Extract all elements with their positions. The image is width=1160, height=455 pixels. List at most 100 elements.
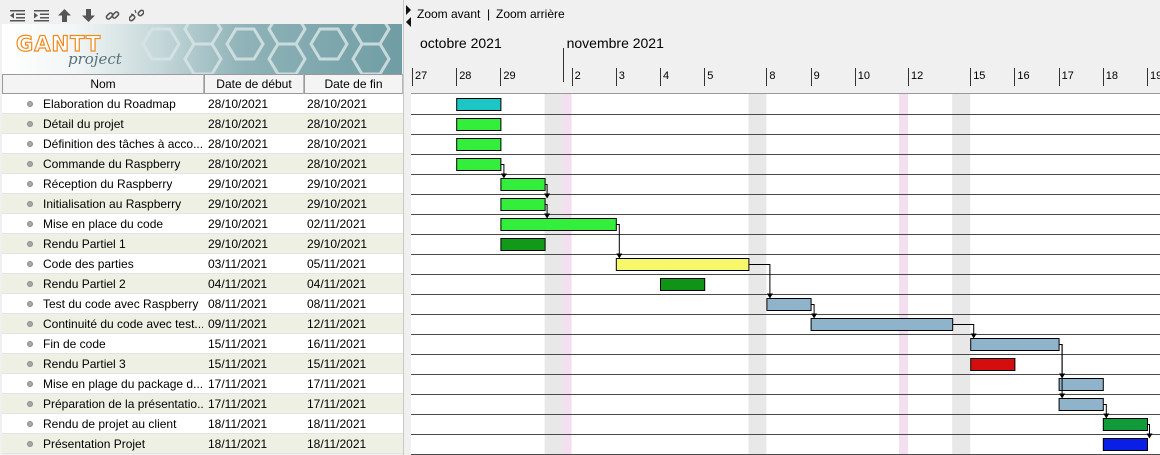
task-bar[interactable] xyxy=(456,158,502,171)
column-header-end-date[interactable]: Date de fin xyxy=(304,74,403,94)
task-name-cell: Définition des tâches à acco... xyxy=(43,137,203,151)
task-bullet-icon xyxy=(27,421,33,427)
outdent-icon[interactable] xyxy=(8,6,26,24)
task-row[interactable]: Test du code avec Raspberry 08/11/2021 08/… xyxy=(2,294,403,314)
dependency-line xyxy=(500,164,505,177)
task-row[interactable]: Rendu Partiel 1 29/10/2021 29/10/2021 xyxy=(2,234,403,254)
task-bar[interactable] xyxy=(1058,398,1104,411)
column-header-start-date[interactable]: Date de début xyxy=(204,74,304,94)
task-row[interactable]: Mise en plage du package d... 17/11/2021 1… xyxy=(2,374,403,394)
gantt-chart-panel: Zoom avant | Zoom arrière octobre 2021 no… xyxy=(411,0,1160,455)
dependency-arrowhead xyxy=(544,213,551,219)
move-up-icon[interactable] xyxy=(55,6,73,24)
task-row[interactable]: Fin de code 15/11/2021 16/11/2021 xyxy=(2,334,403,354)
logo-main-text: GANTT xyxy=(15,31,102,56)
task-bar[interactable] xyxy=(810,318,954,331)
zoom-in-link[interactable]: Zoom avant xyxy=(417,7,481,21)
task-row[interactable]: Présentation Projet 18/11/2021 18/11/2021 xyxy=(2,434,403,454)
day-label: 3 xyxy=(618,70,625,82)
dependency-line xyxy=(1103,404,1107,417)
day-tick xyxy=(908,68,909,86)
task-start-date-cell: 29/10/2021 xyxy=(208,197,269,211)
task-start-date-cell: 09/11/2021 xyxy=(208,317,268,331)
task-start-date-cell: 29/10/2021 xyxy=(208,217,269,231)
task-row[interactable]: Initialisation au Raspberry 29/10/2021 29/… xyxy=(2,194,403,214)
task-row[interactable]: Rendu Partiel 2 04/11/2021 04/11/2021 xyxy=(2,274,403,294)
task-end-date-cell: 29/10/2021 xyxy=(307,197,368,211)
link-icon[interactable] xyxy=(103,6,121,24)
task-bar[interactable] xyxy=(1102,418,1148,431)
expand-right-arrow-icon[interactable] xyxy=(406,5,411,15)
task-row[interactable]: Définition des tâches à acco... 28/10/202… xyxy=(2,134,403,154)
month-label: octobre 2021 xyxy=(420,35,502,51)
dependency-arrowhead xyxy=(1103,413,1110,419)
day-label: 2 xyxy=(574,70,581,82)
task-row[interactable]: Préparation de la présentatio... 17/11/20… xyxy=(2,394,403,414)
dependency-arrowhead xyxy=(500,173,507,179)
task-end-date-cell: 29/10/2021 xyxy=(307,237,368,251)
unlink-icon[interactable] xyxy=(127,6,145,24)
dependency-arrowhead xyxy=(1059,393,1066,399)
task-bar[interactable] xyxy=(500,178,546,191)
tree-toolbar xyxy=(0,0,403,28)
task-row[interactable]: Mise en place du code 29/10/2021 02/11/202… xyxy=(2,214,403,234)
task-bullet-icon xyxy=(27,281,33,287)
day-tick xyxy=(500,68,502,86)
task-tree-panel: GANTT project Nom Date de début Date de … xyxy=(0,0,403,455)
task-row[interactable]: Elaboration du Roadmap 28/10/2021 28/10/20… xyxy=(2,94,403,114)
day-label: 17 xyxy=(1061,70,1074,82)
task-name-cell: Réception du Raspberry xyxy=(43,177,173,191)
gantt-banner: GANTT project xyxy=(2,24,402,74)
task-bullet-icon xyxy=(27,341,33,347)
day-tick xyxy=(1102,68,1104,86)
task-row[interactable]: Rendu Partiel 3 15/11/2021 15/11/2021 xyxy=(2,354,403,374)
task-row[interactable]: Commande du Raspberry 28/10/2021 28/10/202… xyxy=(2,154,403,174)
task-end-date-cell: 12/11/2021 xyxy=(307,317,367,331)
gantt-chart-area[interactable] xyxy=(411,94,1160,455)
task-row[interactable]: Rendu de projet au client 18/11/2021 18/11… xyxy=(2,414,403,434)
day-tick xyxy=(810,68,812,86)
task-bar[interactable] xyxy=(1058,378,1104,391)
task-bar[interactable] xyxy=(456,98,502,111)
dependency-arrowhead xyxy=(811,313,818,319)
task-name-cell: Rendu Partiel 1 xyxy=(43,237,126,251)
task-bar[interactable] xyxy=(456,138,502,151)
task-bar[interactable] xyxy=(500,218,617,231)
task-start-date-cell: 18/11/2021 xyxy=(208,417,268,431)
task-row[interactable]: Détail du projet 28/10/2021 28/10/2021 xyxy=(2,114,403,134)
dependency-arrowhead xyxy=(1146,433,1153,439)
task-name-cell: Mise en place du code xyxy=(43,217,164,231)
day-tick xyxy=(970,68,972,86)
task-name-cell: Mise en plage du package d... xyxy=(43,377,203,391)
dependency-line xyxy=(545,184,548,197)
task-bar[interactable] xyxy=(500,198,546,211)
task-end-date-cell: 28/10/2021 xyxy=(307,97,368,111)
indent-icon[interactable] xyxy=(32,6,50,24)
zoom-out-link[interactable]: Zoom arrière xyxy=(496,7,565,21)
task-bar[interactable] xyxy=(615,258,750,271)
column-header-name[interactable]: Nom xyxy=(2,74,204,94)
task-bar[interactable] xyxy=(660,278,706,291)
task-row[interactable]: Réception du Raspberry 29/10/2021 29/10/20… xyxy=(2,174,403,194)
day-tick xyxy=(660,68,661,86)
day-tick xyxy=(615,68,617,86)
split-divider[interactable] xyxy=(403,0,411,455)
expand-left-arrow-icon[interactable] xyxy=(406,17,411,27)
move-down-icon[interactable] xyxy=(79,6,97,24)
task-row[interactable]: Continuité du code avec test... 09/11/202… xyxy=(2,314,403,334)
task-row[interactable]: Code des parties 03/11/2021 05/11/2021 xyxy=(2,254,403,274)
dependency-arrowhead xyxy=(970,333,977,339)
task-bullet-icon xyxy=(27,141,33,147)
task-bar[interactable] xyxy=(1102,438,1148,451)
task-bar[interactable] xyxy=(766,298,812,311)
task-bar[interactable] xyxy=(500,238,546,251)
dependency-arrowhead xyxy=(766,293,773,299)
task-start-date-cell: 29/10/2021 xyxy=(208,177,269,191)
dependency-line xyxy=(952,324,975,337)
task-name-cell: Initialisation au Raspberry xyxy=(43,197,182,211)
task-start-date-cell: 03/11/2021 xyxy=(208,257,268,271)
task-bar[interactable] xyxy=(970,358,1016,371)
task-bar[interactable] xyxy=(456,118,502,131)
task-bar[interactable] xyxy=(970,338,1060,351)
